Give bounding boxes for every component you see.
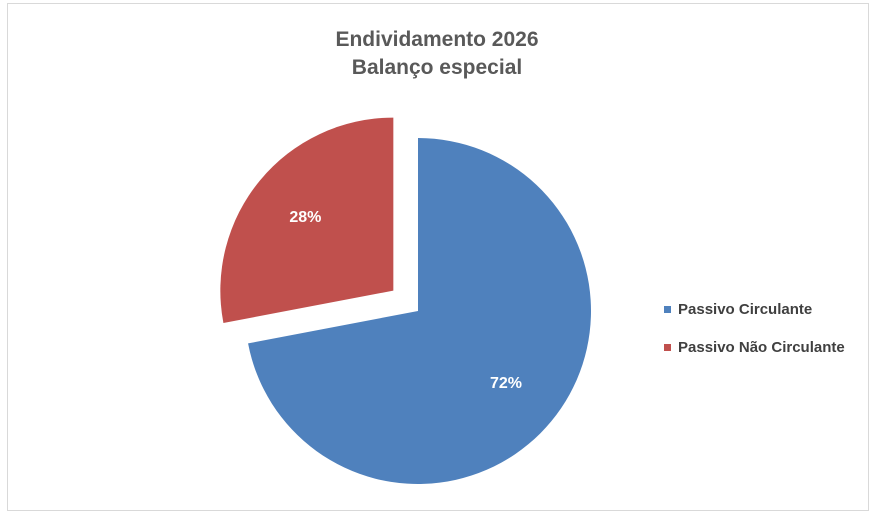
pie-slice-passivo-circulante [248,138,591,484]
legend-swatch-passivo-nao-circulante [664,343,671,351]
legend-item-passivo-circulante: Passivo Circulante [664,290,845,328]
legend-swatch-passivo-circulante [664,305,671,313]
chart-title-block: Endividamento 2026 Balanço especial [0,26,874,82]
data-label-passivo-nao-circulante: 28% [289,209,321,226]
chart-subtitle: Balanço especial [351,56,523,79]
chart-title: Endividamento 2026 [335,28,539,51]
legend: Passivo Circulante Passivo Não Circulant… [664,290,845,366]
legend-item-passivo-nao-circulante: Passivo Não Circulante [664,328,845,366]
legend-label-passivo-circulante: Passivo Circulante [678,300,813,318]
pie-slice-passivo-nao-circulante [220,117,394,324]
data-label-passivo-circulante: 72% [490,375,522,392]
legend-label-passivo-nao-circulante: Passivo Não Circulante [678,338,845,356]
